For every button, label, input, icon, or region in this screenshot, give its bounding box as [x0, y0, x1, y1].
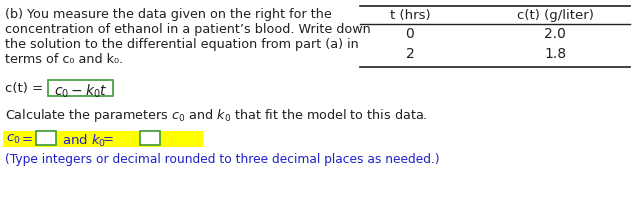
- Text: =: =: [103, 133, 114, 146]
- Text: (b) You measure the data given on the right for the: (b) You measure the data given on the ri…: [5, 8, 331, 21]
- Text: c(t) (g/liter): c(t) (g/liter): [516, 9, 594, 22]
- Text: 2: 2: [406, 47, 415, 61]
- FancyBboxPatch shape: [140, 131, 160, 145]
- Text: 0: 0: [406, 27, 415, 41]
- FancyBboxPatch shape: [48, 80, 113, 96]
- Text: =: =: [22, 133, 33, 146]
- Text: 1.8: 1.8: [544, 47, 566, 61]
- Text: (Type integers or decimal rounded to three decimal places as needed.): (Type integers or decimal rounded to thr…: [5, 153, 439, 166]
- Text: $c_0$: $c_0$: [6, 133, 20, 146]
- Text: t (hrs): t (hrs): [390, 9, 431, 22]
- FancyBboxPatch shape: [3, 131, 203, 147]
- Text: terms of c₀ and k₀.: terms of c₀ and k₀.: [5, 53, 123, 66]
- Text: c(t) =: c(t) =: [5, 82, 48, 95]
- Text: $c_0 - k_0 t$: $c_0 - k_0 t$: [53, 83, 107, 100]
- Text: 2.0: 2.0: [544, 27, 566, 41]
- Text: and $k_0$: and $k_0$: [62, 133, 106, 149]
- Text: Calculate the parameters $c_0$ and $k_0$ that fit the model to this data.: Calculate the parameters $c_0$ and $k_0$…: [5, 107, 427, 124]
- Text: the solution to the differential equation from part (a) in: the solution to the differential equatio…: [5, 38, 359, 51]
- Text: concentration of ethanol in a patient’s blood. Write down: concentration of ethanol in a patient’s …: [5, 23, 371, 36]
- FancyBboxPatch shape: [36, 131, 56, 145]
